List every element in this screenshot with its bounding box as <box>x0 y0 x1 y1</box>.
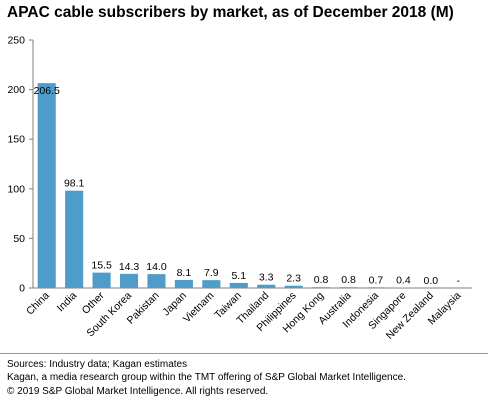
y-tick-label: 200 <box>7 84 25 96</box>
attribution-line: Kagan, a media research group within the… <box>7 372 406 384</box>
data-label: 2.3 <box>286 273 301 285</box>
data-label: 7.9 <box>204 267 219 279</box>
y-tick-label: 0 <box>19 283 25 295</box>
data-label: 0.7 <box>369 274 384 286</box>
data-label: 8.1 <box>177 267 192 279</box>
data-label: 0.8 <box>341 274 356 286</box>
bar <box>37 83 56 288</box>
y-tick-label: 250 <box>7 35 25 47</box>
category-label: Vietnam <box>181 289 217 325</box>
source-notes: Sources: Industry data; Kagan estimates … <box>7 358 485 398</box>
bar <box>174 279 193 288</box>
bar <box>119 273 139 288</box>
data-label: 14.0 <box>146 261 167 273</box>
data-label: 5.1 <box>231 270 246 282</box>
y-tick-label: 50 <box>13 233 25 245</box>
bar <box>339 287 358 288</box>
bars <box>37 83 413 288</box>
bar <box>229 282 248 288</box>
footer-divider <box>0 353 488 354</box>
data-label: 98.1 <box>64 178 85 190</box>
category-label: China <box>24 290 52 318</box>
bar <box>366 287 386 288</box>
chart-title: APAC cable subscribers by market, as of … <box>7 4 454 21</box>
bar <box>92 272 111 288</box>
value-labels: 206.5 98.1 15.5 14.3 14.0 8.1 7.9 5.1 3.3 2.3 0.8 0… <box>34 85 461 287</box>
bar <box>147 274 166 288</box>
data-label: 0.8 <box>314 274 329 286</box>
copyright-line: © 2019 S&P Global Market Intelligence. A… <box>7 385 269 397</box>
data-label: 0.4 <box>396 275 411 287</box>
bar <box>65 190 84 288</box>
y-tick-label: 100 <box>7 183 25 195</box>
category-label: India <box>55 290 80 315</box>
source-line: Sources: Industry data; Kagan estimates <box>7 359 188 370</box>
data-label: 14.3 <box>119 261 140 273</box>
data-label: - <box>457 275 461 287</box>
data-label: 3.3 <box>259 272 274 284</box>
bar <box>312 287 331 288</box>
bar-chart: 0 50 100 150 200 250 206.5 98.1 15.5 14.3 14.0 8.1… <box>7 35 472 342</box>
bar <box>284 285 303 288</box>
bar <box>257 284 276 288</box>
y-tick-label: 150 <box>7 134 25 146</box>
data-label: 206.5 <box>34 85 60 97</box>
data-label: 15.5 <box>91 260 112 272</box>
data-label: 0.0 <box>424 275 439 287</box>
bar <box>202 280 221 288</box>
